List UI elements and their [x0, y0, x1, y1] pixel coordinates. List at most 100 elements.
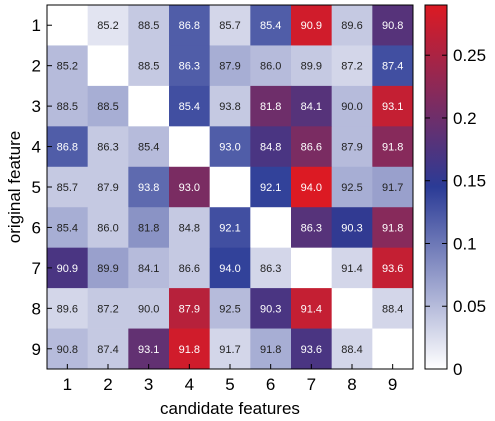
colorbar-tick-label: 0.15 [453, 172, 486, 191]
heatmap-cell [169, 166, 211, 208]
heatmap-cell [47, 166, 89, 208]
cell-value-label: 94.0 [301, 182, 322, 194]
cell-value-label: 90.8 [57, 344, 78, 356]
heatmap-cell [169, 247, 211, 289]
heatmap-cell [47, 85, 89, 127]
heatmap-cell [291, 247, 333, 289]
x-axis-label: candidate features [160, 399, 300, 418]
cell-value-label: 86.8 [179, 20, 200, 32]
cell-value-label: 86.6 [301, 142, 322, 154]
heatmap-cell [250, 85, 292, 127]
heatmap-cell [169, 85, 211, 127]
y-tick-label: 5 [32, 178, 41, 197]
cell-value-label: 88.5 [138, 61, 159, 73]
x-tick-label: 6 [266, 375, 275, 394]
x-tick-label: 2 [103, 375, 112, 394]
heatmap-cell [291, 85, 333, 127]
heatmap-cell [169, 45, 211, 87]
cell-value-label: 86.0 [260, 61, 281, 73]
y-tick-label: 6 [32, 218, 41, 237]
heatmap-cells [47, 5, 414, 370]
cell-value-label: 87.9 [179, 303, 200, 315]
colorbar-tick-label: 0.05 [453, 297, 486, 316]
heatmap-cell [209, 166, 251, 208]
cell-value-label: 87.2 [341, 61, 362, 73]
heatmap-cell [87, 207, 129, 249]
heatmap-cell [372, 328, 414, 370]
heatmap-cell [209, 247, 251, 289]
cell-value-label: 92.1 [260, 182, 281, 194]
heatmap-cell [87, 166, 129, 208]
cell-value-label: 86.3 [260, 263, 281, 275]
colorbar-tick-label: 0.1 [453, 234, 477, 253]
heatmap-cell [169, 5, 211, 46]
x-axis-ticks: 1 2 3 4 5 6 7 8 9 [63, 364, 397, 394]
heatmap-cell [128, 126, 170, 168]
heatmap-cell [209, 5, 251, 46]
cell-value-label: 89.9 [97, 263, 118, 275]
x-tick-label: 3 [144, 375, 153, 394]
cell-value-label: 87.4 [97, 344, 118, 356]
cell-value-label: 81.8 [260, 101, 281, 113]
y-tick-label: 2 [32, 57, 41, 76]
cell-value-label: 91.4 [341, 263, 362, 275]
cell-value-label: 84.8 [179, 222, 200, 234]
heatmap-cell [87, 328, 129, 370]
heatmap-cell [331, 328, 373, 370]
cell-value-label: 85.4 [138, 142, 159, 154]
cell-value-label: 89.9 [301, 61, 322, 73]
heatmap-cell [250, 45, 292, 87]
cell-value-label: 86.3 [301, 222, 322, 234]
heatmap-cell [169, 126, 211, 168]
cell-value-label: 93.1 [138, 344, 159, 356]
heatmap-cell [331, 5, 373, 46]
cell-value-label: 85.2 [57, 61, 78, 73]
heatmap-cell [128, 5, 170, 46]
cell-value-label: 92.1 [219, 222, 240, 234]
cell-value-label: 90.8 [382, 20, 403, 32]
y-tick-label: 7 [32, 259, 41, 278]
heatmap-cell [250, 126, 292, 168]
heatmap-cell [250, 207, 292, 249]
heatmap-cell [291, 45, 333, 87]
cell-value-label: 88.4 [341, 344, 362, 356]
heatmap-cell [372, 288, 414, 329]
heatmap-cell [47, 288, 89, 329]
heatmap-cell [87, 126, 129, 168]
cell-value-label: 90.3 [341, 222, 362, 234]
cell-value-label: 87.2 [97, 303, 118, 315]
heatmap-cell [291, 5, 333, 46]
colorbar [424, 4, 448, 370]
heatmap-cell [372, 126, 414, 168]
heatmap-cell [331, 247, 373, 289]
cell-value-label: 93.8 [138, 182, 159, 194]
cell-value-label: 89.6 [341, 20, 362, 32]
y-tick-label: 1 [32, 16, 41, 35]
cell-value-label: 85.4 [260, 20, 281, 32]
heatmap-cell [250, 247, 292, 289]
heatmap-cell [331, 288, 373, 329]
heatmap-cell [372, 85, 414, 127]
cell-value-label: 86.8 [57, 142, 78, 154]
heatmap-cell [47, 328, 89, 370]
x-tick-label: 8 [347, 375, 356, 394]
cell-value-label: 93.0 [179, 182, 200, 194]
cell-value-label: 87.9 [97, 182, 118, 194]
y-tick-label: 4 [32, 138, 41, 157]
cell-value-label: 93.0 [219, 142, 240, 154]
cell-value-label: 93.6 [382, 263, 403, 275]
heatmap-cell [291, 288, 333, 329]
cell-value-label: 93.6 [301, 344, 322, 356]
cell-value-label: 92.5 [219, 303, 240, 315]
y-tick-label: 9 [32, 340, 41, 359]
heatmap-cell [291, 207, 333, 249]
heatmap-cell-labels: 85.2 88.5 86.8 85.7 85.4 90.9 89.6 90.8 85.2 88.5… [57, 20, 404, 356]
cell-value-label: 92.5 [341, 182, 362, 194]
heatmap-cell [87, 45, 129, 87]
cell-value-label: 91.7 [382, 182, 403, 194]
heatmap-cell [372, 247, 414, 289]
heatmap-cell [47, 45, 89, 87]
heatmap-cell [331, 166, 373, 208]
heatmap-cell [372, 166, 414, 208]
heatmap-cell [128, 85, 170, 127]
